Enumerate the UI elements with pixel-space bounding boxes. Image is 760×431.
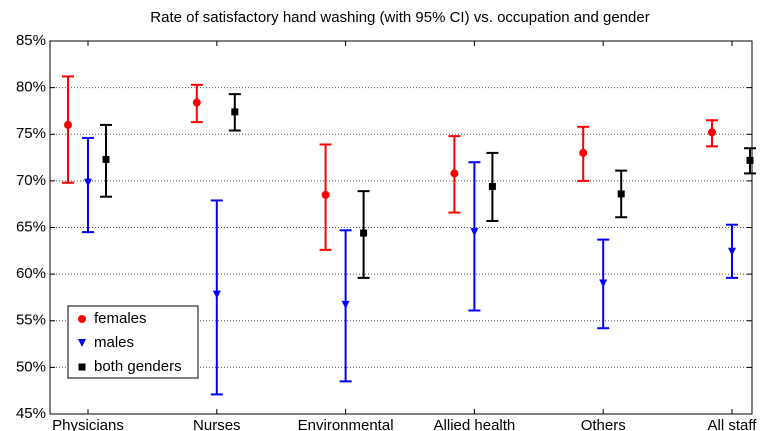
marker [64,120,72,129]
legend-label: males [94,334,134,351]
y-tick-label: 80% [16,79,46,96]
x-tick-label: Others [581,417,626,431]
marker [78,339,86,347]
marker [488,182,496,190]
x-tick-label: Nurses [193,417,241,431]
y-tick-label: 50% [16,358,46,375]
chart-title: Rate of satisfactory hand washing (with … [150,9,649,26]
marker [470,228,479,237]
marker [341,300,350,309]
y-tick-label: 70% [16,172,46,189]
marker [599,279,608,288]
legend: females males both genders [67,305,199,379]
marker [78,315,86,323]
marker [617,190,625,198]
marker [708,128,716,137]
legend-box [67,305,199,379]
x-tick-label: Environmental [298,417,394,431]
y-tick-label: 75% [16,125,46,142]
x-tick-label: Physicians [52,417,124,431]
marker [212,290,221,299]
plot-frame [49,40,753,415]
x-tick-label: Allied health [434,417,516,431]
marker [746,156,754,164]
marker [192,98,201,107]
legend-label: females [94,310,147,327]
marker [321,190,330,199]
y-tick-label: 45% [16,405,46,422]
marker [579,148,588,157]
marker [84,178,92,187]
marker [231,108,239,116]
y-tick-label: 65% [16,218,46,235]
marker [360,229,368,237]
marker [78,363,86,371]
x-tick-label: All staff [708,417,758,431]
y-tick-label: 60% [16,265,46,282]
marker [450,169,459,178]
y-tick-label: 55% [16,312,46,329]
legend-label: both genders [94,358,182,375]
marker [102,155,110,163]
y-tick-label: 85% [16,32,46,49]
marker [728,247,736,256]
